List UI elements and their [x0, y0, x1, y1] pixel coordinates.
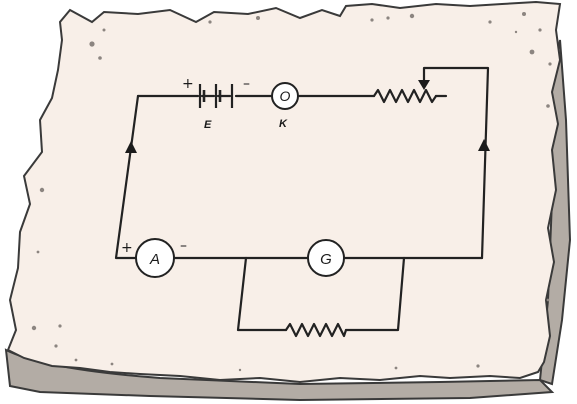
battery-label: E: [204, 119, 212, 131]
galvanometer: G: [307, 239, 345, 277]
battery-plus-sign: +: [182, 76, 194, 92]
battery: + – E: [182, 76, 250, 131]
galvanometer-circle: [307, 239, 345, 277]
resistor-icon: [284, 322, 348, 338]
ammeter-plus-sign: +: [121, 240, 133, 256]
rheostat: [372, 80, 438, 104]
ammeter-symbol: A: [149, 251, 160, 268]
ammeter: A + –: [121, 238, 187, 278]
rheostat-slider-arrow-icon: [418, 80, 430, 90]
ammeter-circle: [135, 238, 175, 278]
wire-slider: [422, 66, 490, 260]
ammeter-minus-sign: –: [180, 238, 187, 254]
key: O K: [271, 82, 299, 130]
arrow-up-left-icon: [125, 141, 137, 153]
wire-shunt-loop-right: [344, 256, 406, 332]
key-symbol: O: [280, 88, 291, 104]
paper-background: [4, 0, 572, 402]
key-circle: [271, 82, 299, 110]
variable-resistor-icon: [372, 88, 438, 104]
shunt-resistor: [284, 322, 348, 338]
current-arrows: [125, 139, 490, 153]
battery-minus-sign: –: [243, 76, 250, 92]
galvanometer-symbol: G: [320, 251, 332, 268]
paper-speckles: [31, 12, 552, 372]
paper-sheet: [6, 0, 562, 384]
key-label: K: [279, 118, 288, 130]
wire-shunt-loop: [236, 256, 288, 332]
arrow-up-right-icon: [478, 139, 490, 151]
